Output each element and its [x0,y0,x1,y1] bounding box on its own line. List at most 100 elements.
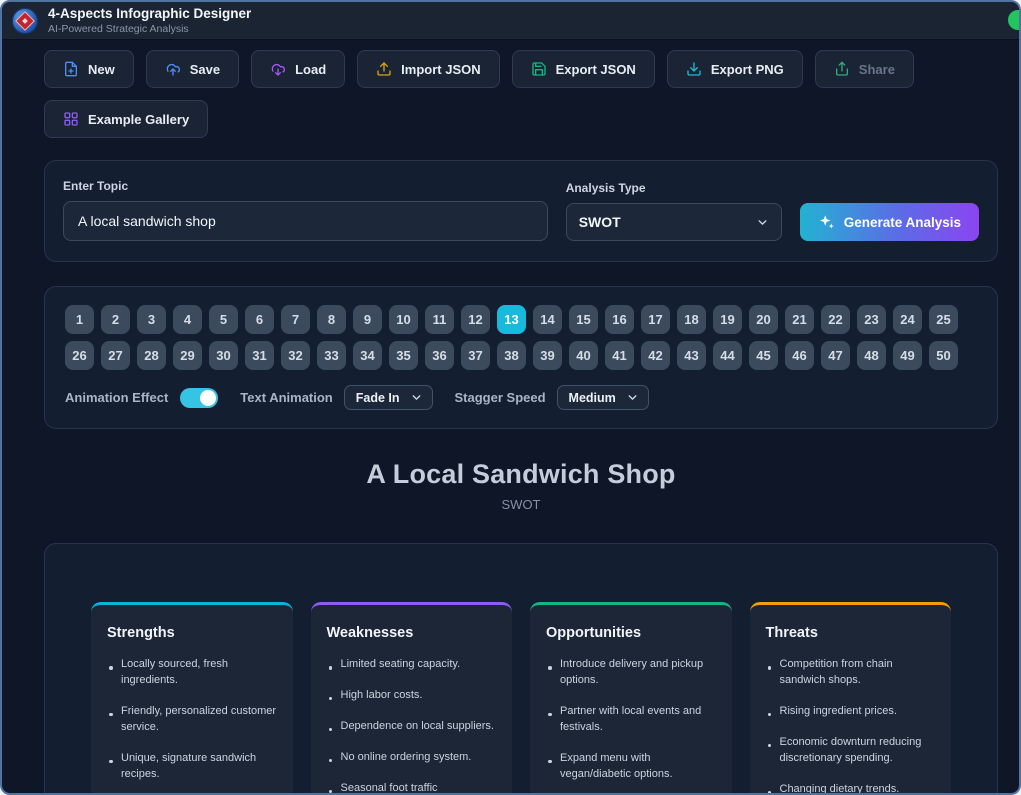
export-png-button[interactable]: Export PNG [667,50,803,88]
slide-chip-8[interactable]: 8 [317,305,346,334]
slide-chip-10[interactable]: 10 [389,305,418,334]
card-item-list: Limited seating capacity.High labor cost… [327,657,497,795]
slide-chip-11[interactable]: 11 [425,305,454,334]
result-subtitle: SWOT [44,497,998,512]
app-logo-icon [12,8,38,34]
upload-icon [376,61,392,77]
slide-chip-7[interactable]: 7 [281,305,310,334]
slide-chip-46[interactable]: 46 [785,341,814,370]
slide-chip-2[interactable]: 2 [101,305,130,334]
slide-chip-32[interactable]: 32 [281,341,310,370]
header-text: 4-Aspects Infographic Designer AI-Powere… [48,6,251,36]
slide-chip-39[interactable]: 39 [533,341,562,370]
chevron-down-icon [410,391,423,404]
button-label: Example Gallery [88,112,189,127]
slide-chip-45[interactable]: 45 [749,341,778,370]
load-button[interactable]: Load [251,50,345,88]
slide-chip-20[interactable]: 20 [749,305,778,334]
slide-chip-35[interactable]: 35 [389,341,418,370]
status-indicator-icon [1008,10,1021,30]
slide-chip-24[interactable]: 24 [893,305,922,334]
slide-chip-42[interactable]: 42 [641,341,670,370]
card-item: Dependence on local suppliers. [327,719,497,735]
card-title: Strengths [107,625,277,641]
slide-chip-23[interactable]: 23 [857,305,886,334]
slide-chip-21[interactable]: 21 [785,305,814,334]
animation-effect-toggle[interactable] [180,388,218,408]
slide-chip-26[interactable]: 26 [65,341,94,370]
slide-chip-9[interactable]: 9 [353,305,382,334]
slide-chip-13[interactable]: 13 [497,305,526,334]
slide-chip-36[interactable]: 36 [425,341,454,370]
slide-chip-12[interactable]: 12 [461,305,490,334]
slide-chip-41[interactable]: 41 [605,341,634,370]
slide-chip-28[interactable]: 28 [137,341,166,370]
save-button[interactable]: Save [146,50,239,88]
slide-chip-44[interactable]: 44 [713,341,742,370]
slide-chip-5[interactable]: 5 [209,305,238,334]
slide-chip-17[interactable]: 17 [641,305,670,334]
card-item: Introduce delivery and pickup options. [546,657,716,689]
button-label: Share [859,62,895,77]
slide-chip-18[interactable]: 18 [677,305,706,334]
app-window: 4-Aspects Infographic Designer AI-Powere… [0,0,1021,795]
aspect-cards-grid: Strengths Locally sourced, fresh ingredie… [91,602,951,795]
analysis-type-select[interactable]: SWOT [566,203,782,241]
share-icon [834,61,850,77]
slide-chip-31[interactable]: 31 [245,341,274,370]
animation-effect-label: Animation Effect [65,390,168,405]
export-json-button[interactable]: Export JSON [512,50,655,88]
aspect-card-weaknesses: WeaknessesLimited seating capacity.High … [311,602,513,795]
toggle-knob [200,390,216,406]
text-animation-label: Text Animation [240,390,332,405]
slide-chip-48[interactable]: 48 [857,341,886,370]
generate-analysis-label: Generate Analysis [844,215,961,230]
slide-chip-22[interactable]: 22 [821,305,850,334]
slide-chip-33[interactable]: 33 [317,341,346,370]
slide-chip-6[interactable]: 6 [245,305,274,334]
generate-analysis-button[interactable]: Generate Analysis [800,203,979,241]
slide-chip-34[interactable]: 34 [353,341,382,370]
slide-chip-16[interactable]: 16 [605,305,634,334]
import-json-button[interactable]: Import JSON [357,50,499,88]
slide-chip-15[interactable]: 15 [569,305,598,334]
card-item: Locally sourced, fresh ingredients. [107,657,277,689]
stagger-speed-value: Medium [569,391,616,405]
slide-chip-29[interactable]: 29 [173,341,202,370]
slide-chip-14[interactable]: 14 [533,305,562,334]
slide-chip-30[interactable]: 30 [209,341,238,370]
slide-chip-1[interactable]: 1 [65,305,94,334]
share-button[interactable]: Share [815,50,914,88]
slide-chip-47[interactable]: 47 [821,341,850,370]
slide-chip-38[interactable]: 38 [497,341,526,370]
example-gallery-button[interactable]: Example Gallery [44,100,208,138]
card-item: Friendly, personalized customer service. [107,704,277,736]
slide-chip-43[interactable]: 43 [677,341,706,370]
slide-chip-40[interactable]: 40 [569,341,598,370]
new-button[interactable]: New [44,50,134,88]
slide-number-row-1: 1234567891011121314151617181920212223242… [65,305,977,334]
slide-chip-50[interactable]: 50 [929,341,958,370]
slide-chip-3[interactable]: 3 [137,305,166,334]
button-label: Import JSON [401,62,480,77]
slide-chip-49[interactable]: 49 [893,341,922,370]
button-label: Export JSON [556,62,636,77]
topic-input[interactable] [63,201,548,241]
slide-chip-25[interactable]: 25 [929,305,958,334]
stagger-speed-label: Stagger Speed [455,390,546,405]
card-item: Rising ingredient prices. [766,704,936,720]
text-animation-select[interactable]: Fade In [344,385,433,410]
app-title: 4-Aspects Infographic Designer [48,6,251,22]
slides-panel: 1234567891011121314151617181920212223242… [44,286,998,429]
analysis-type-value: SWOT [579,214,621,230]
slide-chip-19[interactable]: 19 [713,305,742,334]
slide-chip-4[interactable]: 4 [173,305,202,334]
button-label: New [88,62,115,77]
card-item: Seasonal foot traffic fluctuations. [327,781,497,795]
toolbar-row-1: New Save Load Import JSON Export JSON Export … [44,50,998,88]
slide-chip-37[interactable]: 37 [461,341,490,370]
slide-chip-27[interactable]: 27 [101,341,130,370]
card-title: Threats [766,625,936,641]
stagger-speed-select[interactable]: Medium [557,385,649,410]
result-panel: Strengths Locally sourced, fresh ingredie… [44,543,998,795]
